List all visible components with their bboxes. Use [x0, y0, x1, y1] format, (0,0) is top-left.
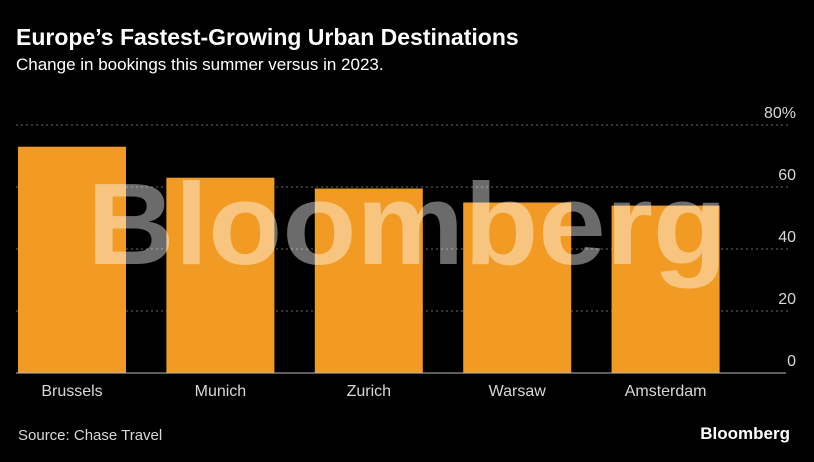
bar-amsterdam [611, 205, 720, 373]
chart-title: Europe’s Fastest-Growing Urban Destinati… [16, 24, 519, 50]
y-tick-label: 80% [764, 105, 796, 122]
x-tick-label: Brussels [41, 383, 102, 400]
y-tick-label: 20 [778, 291, 796, 308]
x-axis-labels: Brussels Munich Zurich Warsaw Amsterdam [41, 383, 706, 400]
bars [18, 146, 720, 373]
x-tick-label: Warsaw [489, 383, 547, 400]
x-tick-label: Zurich [347, 383, 391, 400]
bloomberg-watermark-logo: Bloomberg [87, 159, 727, 289]
bloomberg-logo: Bloomberg [700, 424, 790, 443]
chart-subtitle: Change in bookings this summer versus in… [16, 55, 384, 74]
bar-zurich [314, 188, 423, 373]
y-tick-label: 0 [787, 353, 796, 370]
y-tick-label: 60 [778, 167, 796, 184]
bar-warsaw [463, 202, 572, 373]
bar-brussels [18, 146, 126, 373]
x-tick-label: Munich [195, 383, 247, 400]
source-note: Source: Chase Travel [18, 427, 163, 444]
y-tick-label: 40 [778, 229, 796, 246]
x-tick-label: Amsterdam [625, 383, 707, 400]
bar-munich [166, 177, 275, 373]
y-axis-ticks: 0 20 40 60 80% [764, 105, 796, 370]
